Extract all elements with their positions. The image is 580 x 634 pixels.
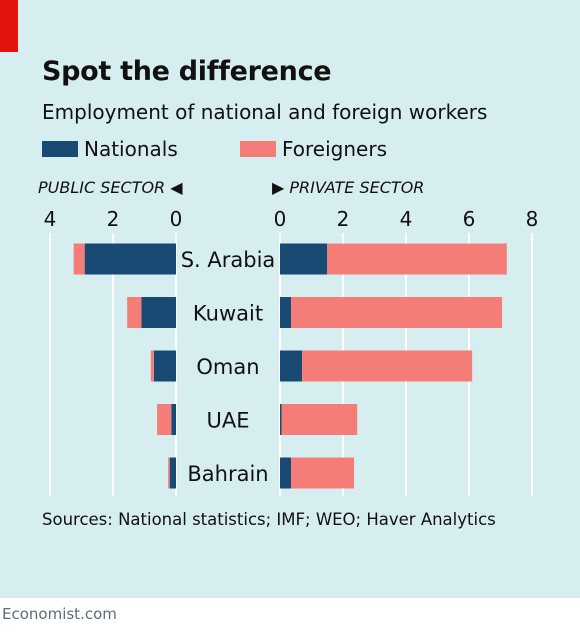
legend-item-foreigners: Foreigners xyxy=(240,136,387,162)
bar-private-foreigners-0 xyxy=(327,243,507,275)
bar-private-foreigners-2 xyxy=(302,350,473,382)
bar-public-nationals-4 xyxy=(169,457,176,489)
tick-label-private-6: 6 xyxy=(463,207,476,231)
bar-private-nationals-3 xyxy=(280,404,282,435)
source-note: Sources: National statistics; IMF; WEO; … xyxy=(42,510,496,529)
panel-label-public: PUBLIC SECTOR ◀ xyxy=(38,178,183,197)
chart-title: Spot the difference xyxy=(42,56,332,87)
bar-public-nationals-2 xyxy=(153,350,176,382)
legend-swatch-foreigners xyxy=(240,141,276,157)
legend-swatch-nationals xyxy=(42,141,78,157)
tick-label-public-4: 4 xyxy=(44,207,57,231)
bar-private-nationals-1 xyxy=(280,297,292,328)
back-to-back-bar-chart: 4 2 0 0 2 4 6 8 PUBLIC SECTOR ◀ ▶ PRIVATE SECTOR S… xyxy=(38,178,539,496)
bar-public-foreigners-4 xyxy=(168,457,170,489)
bar-public-foreigners-1 xyxy=(127,297,142,328)
tick-label-private-0: 0 xyxy=(274,207,287,231)
brand-red-tag xyxy=(0,0,18,52)
tick-label-private-2: 2 xyxy=(337,207,350,231)
legend-item-nationals: Nationals xyxy=(42,136,178,162)
chart-subtitle: Employment of national and foreign worke… xyxy=(42,100,488,124)
tick-label-private-8: 8 xyxy=(526,207,539,231)
bar-private-nationals-2 xyxy=(280,350,303,382)
legend-label-foreigners: Foreigners xyxy=(282,137,387,161)
category-label-3: UAE xyxy=(206,409,249,433)
bar-public-nationals-1 xyxy=(141,297,176,328)
tick-label-public-2: 2 xyxy=(107,207,120,231)
bar-private-nationals-0 xyxy=(280,243,328,275)
bar-private-foreigners-1 xyxy=(291,297,503,328)
bar-public-foreigners-0 xyxy=(73,243,85,275)
bar-private-foreigners-4 xyxy=(291,457,355,489)
category-label-1: Kuwait xyxy=(193,302,263,326)
bar-public-nationals-0 xyxy=(84,243,176,275)
bar-private-foreigners-3 xyxy=(281,404,358,435)
panel-label-private: ▶ PRIVATE SECTOR xyxy=(272,178,424,197)
brand-footer: Economist.com xyxy=(2,605,117,623)
tick-label-public-0: 0 xyxy=(170,207,183,231)
bar-public-foreigners-2 xyxy=(150,350,154,382)
bar-private-nationals-4 xyxy=(280,457,292,489)
legend-label-nationals: Nationals xyxy=(84,137,178,161)
category-label-0: S. Arabia xyxy=(181,248,276,272)
category-label-4: Bahrain xyxy=(187,462,268,486)
bar-public-foreigners-3 xyxy=(157,404,172,435)
category-label-2: Oman xyxy=(196,355,259,379)
tick-label-private-4: 4 xyxy=(400,207,413,231)
bar-public-nationals-3 xyxy=(171,404,176,435)
